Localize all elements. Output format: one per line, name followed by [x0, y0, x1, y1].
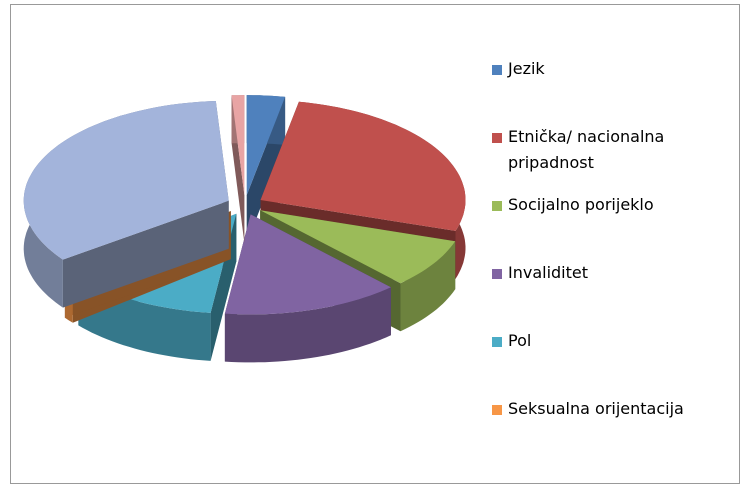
slice-top — [260, 101, 466, 231]
slice-top — [224, 214, 391, 315]
pie-slice — [224, 214, 391, 363]
slice-top — [23, 101, 229, 260]
slice-wall — [62, 200, 229, 308]
legend-label: Pol — [508, 331, 532, 350]
legend-swatch — [492, 269, 502, 279]
legend-swatch — [492, 133, 502, 143]
slice-top — [231, 95, 245, 196]
legend-swatch — [492, 405, 502, 415]
pie-slice — [246, 95, 286, 244]
pie-slice — [231, 95, 245, 244]
legend-label: Etnička/ nacionalna pripadnost — [508, 127, 665, 172]
legend-swatch — [492, 201, 502, 211]
slice-top — [246, 95, 286, 196]
legend-swatch — [492, 65, 502, 75]
legend-label: Invaliditet — [508, 263, 589, 282]
legend-label: Seksualna orijentacija — [508, 399, 684, 418]
legend-item: Jezik — [492, 56, 708, 82]
pie-slice — [23, 101, 229, 308]
legend-swatch — [492, 337, 502, 347]
legend-label: Jezik — [508, 59, 545, 78]
legend-item: Seksualna orijentacija — [492, 396, 708, 422]
legend-item: Socijalno porijeklo — [492, 192, 708, 218]
legend-item: Etnička/ nacionalna pripadnost — [492, 124, 708, 176]
slice-side — [400, 241, 456, 332]
slice-top — [260, 210, 456, 284]
legend-label: Socijalno porijeklo — [508, 195, 654, 214]
legend-item: Invaliditet — [492, 260, 708, 286]
legend-item: Pol — [492, 328, 708, 354]
slice-side — [224, 287, 391, 363]
chart-frame — [10, 4, 740, 484]
